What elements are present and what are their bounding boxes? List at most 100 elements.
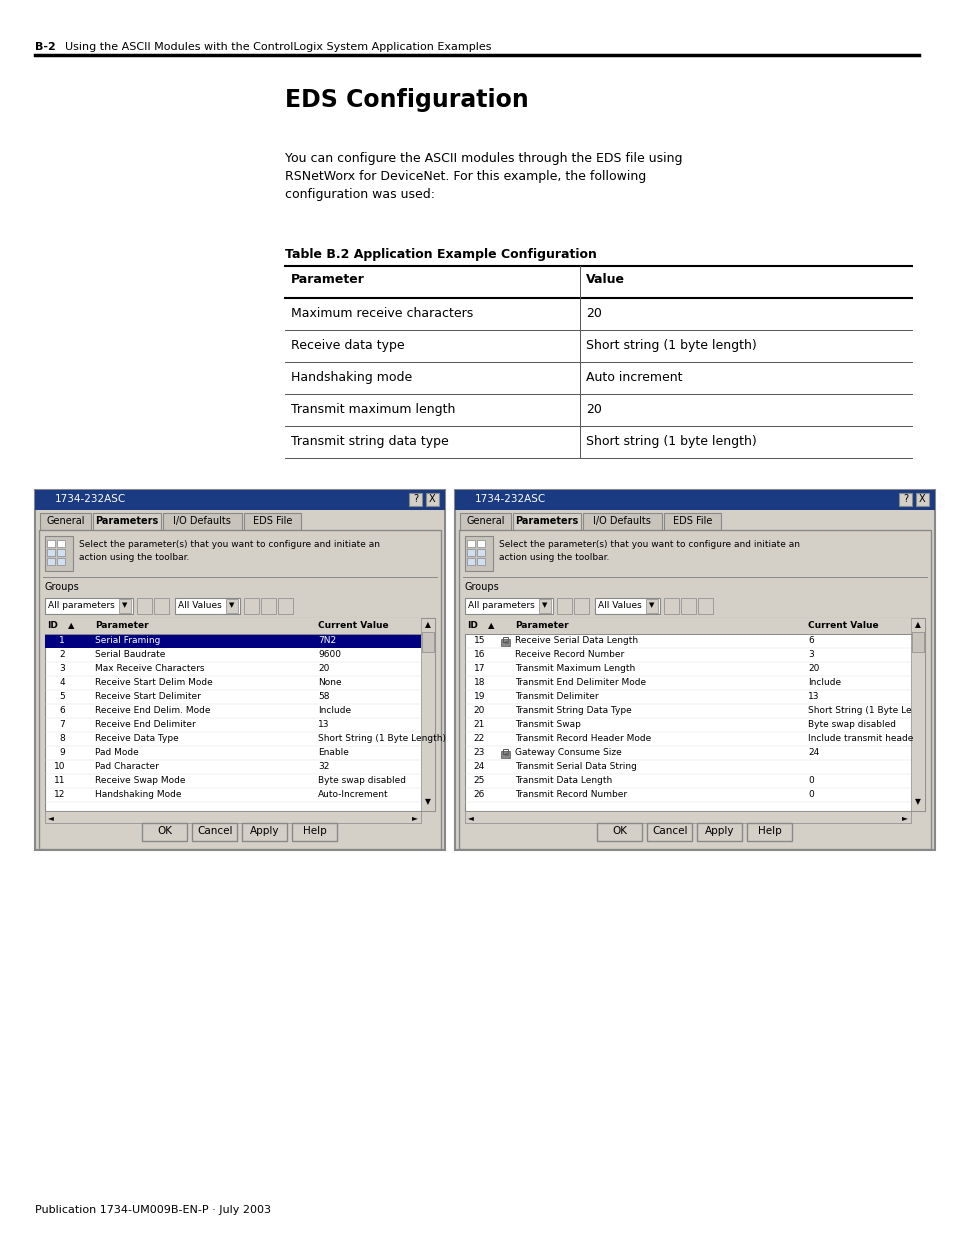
Text: 20: 20	[473, 706, 484, 715]
Text: Auto increment: Auto increment	[585, 370, 681, 384]
Text: 2: 2	[59, 650, 65, 659]
Bar	[193, 823, 237, 841]
Text: Include transmit heade: Include transmit heade	[807, 734, 912, 743]
Text: 17: 17	[473, 664, 484, 673]
Text: Serial Baudrate: Serial Baudrate	[95, 650, 165, 659]
Bar	[500, 638, 510, 646]
Text: ▲: ▲	[68, 621, 74, 630]
Bar	[45, 598, 132, 614]
Bar	[476, 540, 484, 547]
Bar	[500, 751, 510, 758]
Text: I/O Defaults: I/O Defaults	[593, 516, 651, 526]
Bar	[467, 540, 475, 547]
Text: 20: 20	[317, 664, 329, 673]
Text: Parameters: Parameters	[95, 516, 158, 526]
Bar	[597, 823, 641, 841]
Text: 13: 13	[317, 720, 329, 729]
Bar	[458, 530, 930, 848]
Bar	[420, 618, 435, 811]
Text: Byte swap disabled: Byte swap disabled	[807, 720, 895, 729]
Text: Transmit End Delimiter Mode: Transmit End Delimiter Mode	[515, 678, 645, 687]
Text: 0: 0	[807, 776, 813, 785]
Text: ?: ?	[902, 494, 907, 504]
Text: Transmit String Data Type: Transmit String Data Type	[515, 706, 631, 715]
Text: 9600: 9600	[317, 650, 340, 659]
Text: action using the toolbar.: action using the toolbar.	[79, 553, 190, 562]
Text: 3: 3	[59, 664, 65, 673]
Text: 7: 7	[59, 720, 65, 729]
Bar	[464, 598, 553, 614]
Bar	[915, 493, 928, 506]
Bar	[45, 618, 435, 811]
Bar	[45, 811, 420, 823]
Bar	[35, 490, 444, 510]
Text: EDS Configuration: EDS Configuration	[285, 88, 528, 112]
Text: 16: 16	[473, 650, 484, 659]
Text: RSNetWorx for DeviceNet. For this example, the following: RSNetWorx for DeviceNet. For this exampl…	[285, 170, 645, 183]
Text: All Values: All Values	[598, 601, 641, 610]
Bar	[647, 823, 692, 841]
Bar	[226, 599, 237, 613]
Text: Handshaking Mode: Handshaking Mode	[95, 790, 181, 799]
Text: action using the toolbar.: action using the toolbar.	[498, 553, 609, 562]
Bar	[911, 632, 923, 652]
Text: Auto-Increment: Auto-Increment	[317, 790, 388, 799]
Text: Pad Character: Pad Character	[95, 762, 159, 771]
Text: Transmit Data Length: Transmit Data Length	[515, 776, 612, 785]
Bar	[582, 513, 661, 531]
Bar	[467, 558, 475, 564]
Bar	[910, 618, 924, 811]
Text: 1734-232ASC: 1734-232ASC	[55, 494, 126, 504]
Text: Receive data type: Receive data type	[291, 338, 404, 352]
Bar	[40, 513, 91, 531]
Bar	[557, 598, 572, 614]
Text: ►: ►	[902, 813, 907, 823]
Text: Select the parameter(s) that you want to configure and initiate an: Select the parameter(s) that you want to…	[79, 540, 379, 550]
Text: Transmit Record Header Mode: Transmit Record Header Mode	[515, 734, 651, 743]
Bar	[455, 490, 934, 850]
Text: 21: 21	[473, 720, 484, 729]
Text: 8: 8	[59, 734, 65, 743]
Bar	[464, 618, 924, 811]
Bar	[45, 618, 420, 634]
Text: ID: ID	[467, 621, 477, 630]
Bar	[409, 493, 421, 506]
Bar	[57, 540, 65, 547]
Text: Transmit string data type: Transmit string data type	[291, 435, 448, 448]
Text: ◄: ◄	[468, 813, 474, 823]
Text: 19: 19	[473, 692, 484, 701]
Text: 6: 6	[807, 636, 813, 645]
Text: Publication 1734-UM009B-EN-P · July 2003: Publication 1734-UM009B-EN-P · July 2003	[35, 1205, 271, 1215]
Text: Pad Mode: Pad Mode	[95, 748, 138, 757]
Text: 1: 1	[59, 636, 65, 645]
Text: Include: Include	[807, 678, 841, 687]
Text: EDS File: EDS File	[672, 516, 711, 526]
Text: Transmit Delimiter: Transmit Delimiter	[515, 692, 598, 701]
Text: 22: 22	[474, 734, 484, 743]
Bar	[421, 632, 434, 652]
Text: 24: 24	[474, 762, 484, 771]
Bar	[464, 811, 910, 823]
Text: Current Value: Current Value	[807, 621, 878, 630]
Bar	[645, 599, 658, 613]
Text: I/O Defaults: I/O Defaults	[173, 516, 231, 526]
Text: Short string (1 byte length): Short string (1 byte length)	[585, 338, 756, 352]
Bar	[680, 598, 696, 614]
Text: Apply: Apply	[250, 826, 279, 836]
Text: OK: OK	[157, 826, 172, 836]
Text: 20: 20	[585, 403, 601, 416]
Text: Include: Include	[317, 706, 351, 715]
Bar	[538, 599, 551, 613]
Bar	[47, 540, 55, 547]
Bar	[426, 493, 438, 506]
Text: Handshaking mode: Handshaking mode	[291, 370, 412, 384]
Text: All Values: All Values	[178, 601, 221, 610]
Bar	[464, 536, 493, 571]
Bar	[162, 513, 242, 531]
Text: B-2: B-2	[35, 42, 55, 52]
Text: 1734-232ASC: 1734-232ASC	[475, 494, 546, 504]
Text: Parameter: Parameter	[515, 621, 568, 630]
Text: 12: 12	[53, 790, 65, 799]
Text: ▼: ▼	[914, 797, 920, 806]
Text: a: a	[503, 748, 508, 758]
